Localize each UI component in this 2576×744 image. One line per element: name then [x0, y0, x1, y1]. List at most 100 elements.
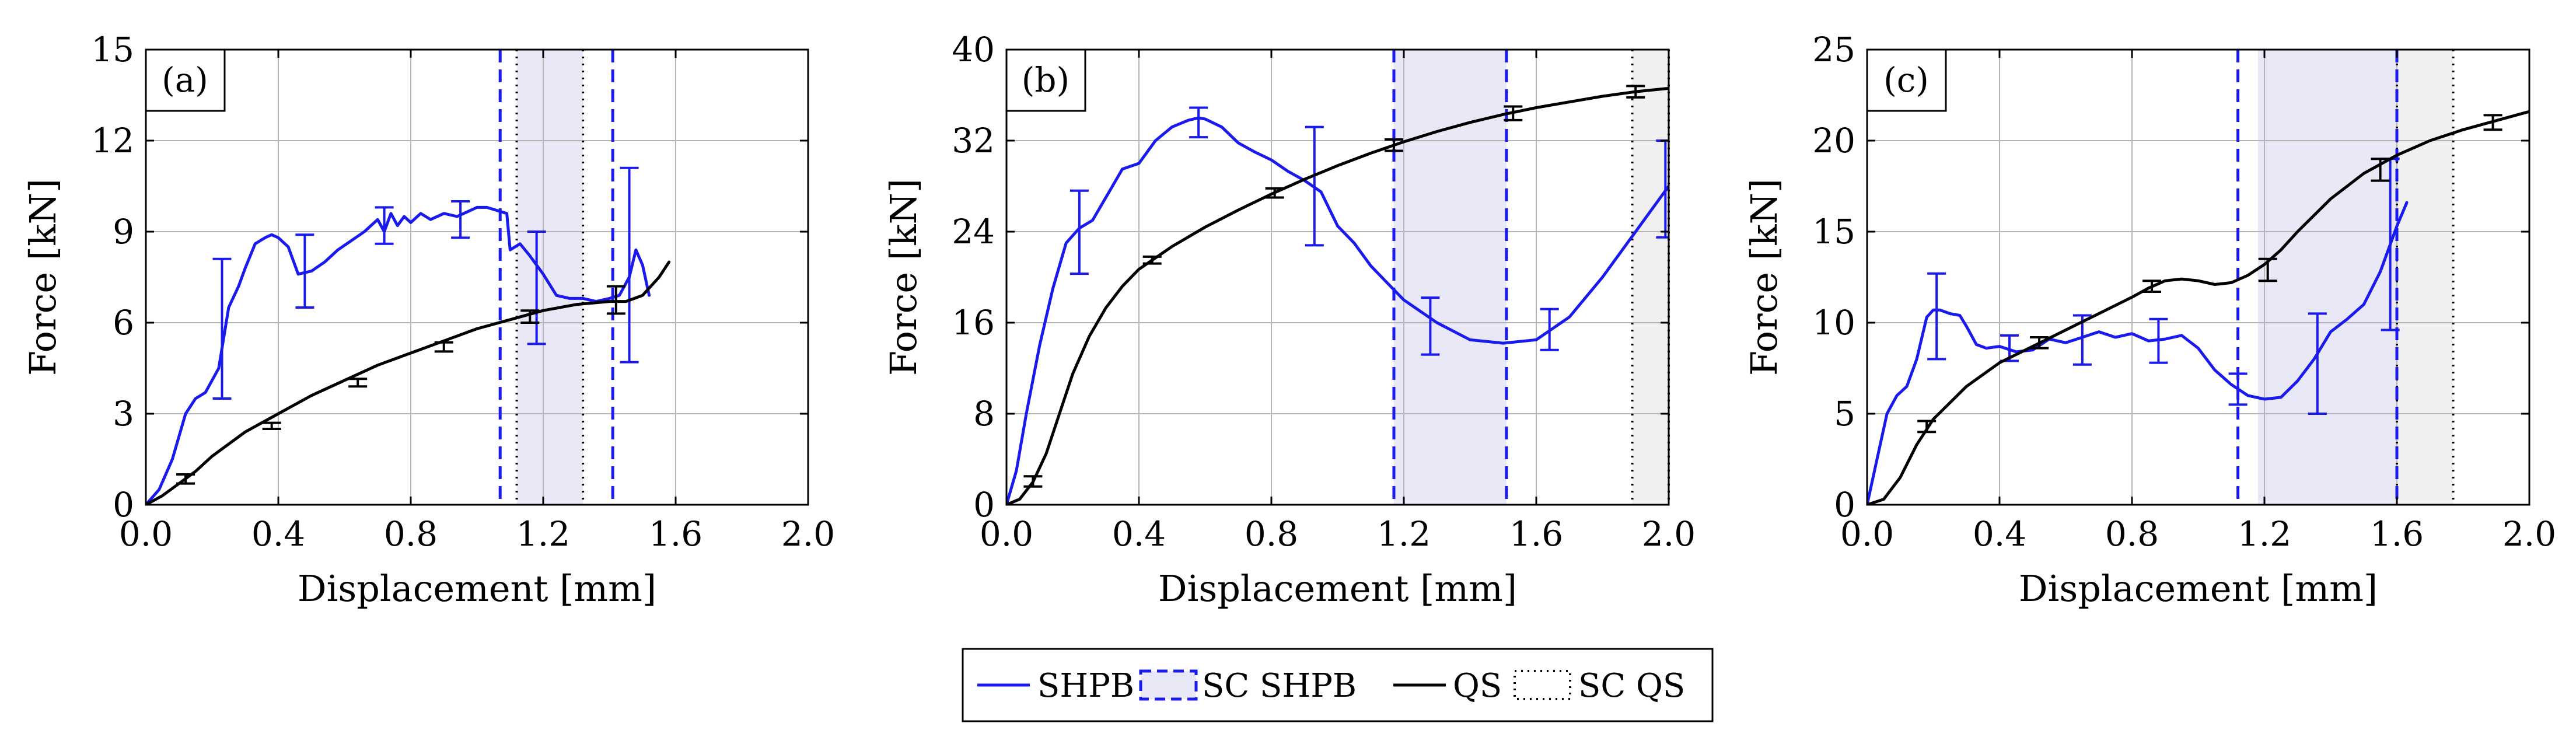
sc-shpb-band	[2257, 50, 2397, 505]
y-tick-label: 3	[113, 394, 134, 434]
y-axis-label: Force [kN]	[22, 179, 64, 376]
error-bar-qs	[2258, 257, 2277, 282]
legend-label-qs: QS	[1453, 667, 1502, 705]
legend-label-sc-qs: SC QS	[1578, 667, 1685, 705]
error-bar-qs	[2142, 280, 2162, 293]
panel-tag-box	[1866, 48, 1947, 112]
y-tick-label: 25	[1812, 30, 1855, 69]
error-bar-shpb	[527, 230, 546, 345]
error-bar-qs	[2371, 158, 2390, 182]
y-tick-label: 15	[1812, 212, 1855, 252]
error-bar-qs	[434, 341, 453, 353]
error-bar-qs	[1265, 187, 1284, 199]
error-bar-shpb	[375, 206, 394, 245]
legend-box	[962, 648, 1714, 722]
error-bar-qs	[262, 421, 281, 430]
x-tick-label: 2.0	[2502, 514, 2556, 554]
sc-shpb-band	[1393, 50, 1507, 505]
error-bar-qs	[520, 309, 540, 324]
x-tick-label: 1.2	[1377, 514, 1431, 554]
series-line-qs	[146, 260, 671, 505]
x-tick-label: 0.0	[980, 514, 1033, 554]
x-axis-label: Displacement [mm]	[298, 567, 656, 610]
series-line-qs	[1006, 86, 1669, 505]
y-tick-label: 9	[113, 212, 134, 252]
axes-frame	[145, 48, 809, 506]
error-bar-shpb	[295, 233, 314, 309]
x-tick-label: 0.0	[1840, 514, 1894, 554]
series-line-shpb	[1867, 201, 2409, 505]
error-bar-shpb	[2149, 317, 2168, 364]
x-tick-label: 1.6	[1509, 514, 1563, 554]
error-bar-shpb	[2308, 312, 2327, 415]
x-tick-label: 0.4	[251, 514, 305, 554]
panel-tag-box	[1005, 48, 1086, 112]
y-axis-label: Force [kN]	[882, 179, 925, 376]
legend: SHPB SC SHPB QS SC QS	[962, 648, 1714, 722]
x-tick-label: 0.8	[2105, 514, 2159, 554]
x-tick-label: 0.4	[1973, 514, 2026, 554]
sc-qs-band	[1632, 50, 1669, 505]
x-tick-label: 1.6	[649, 514, 702, 554]
sc-shpb-band	[516, 50, 583, 505]
y-tick-label: 0	[1834, 485, 1855, 525]
panel-tag: (c)	[1883, 60, 1929, 100]
y-tick-label: 8	[973, 394, 995, 434]
plot-area	[1867, 110, 2529, 505]
error-bar-qs	[1023, 475, 1043, 488]
error-bar-shpb	[1189, 106, 1208, 139]
panel-a: 0.0 0.4 0.8 1.2 1.6 2.0 0 3 6 9 12 15 Displacement […	[22, 30, 835, 610]
error-bar-qs	[2483, 114, 2502, 131]
legend-label-shpb: SHPB	[1037, 667, 1134, 705]
error-bar-shpb	[1305, 125, 1324, 247]
y-tick-label: 6	[113, 303, 134, 343]
legend-label-sc-shpb: SC SHPB	[1202, 667, 1357, 705]
x-tick-label: 0.8	[384, 514, 438, 554]
y-tick-label: 0	[973, 485, 995, 525]
x-tick-label: 2.0	[1642, 514, 1696, 554]
x-tick-label: 0.8	[1245, 514, 1298, 554]
error-bar-qs	[2030, 336, 2049, 350]
x-tick-label: 1.6	[2370, 514, 2424, 554]
error-bar-shpb	[212, 257, 232, 400]
series-line-shpb	[1006, 116, 1669, 505]
y-tick-label: 12	[91, 121, 134, 160]
sc-qs-band	[2397, 50, 2453, 505]
error-bar-shpb	[451, 200, 470, 239]
x-tick-label: 2.0	[781, 514, 835, 554]
y-tick-label: 10	[1812, 303, 1855, 343]
y-tick-label: 5	[1834, 394, 1855, 434]
legend-swatch-sc-qs	[1514, 670, 1571, 700]
plot-area	[146, 166, 671, 505]
error-bar-shpb	[1540, 308, 1559, 351]
plot-area	[1006, 85, 1669, 505]
x-axis-label: Displacement [mm]	[2019, 567, 2378, 610]
x-axis-label: Displacement [mm]	[1158, 567, 1517, 610]
error-bar-qs	[348, 378, 368, 388]
x-tick-label: 0.0	[119, 514, 173, 554]
y-tick-label: 20	[1812, 121, 1855, 160]
y-tick-label: 32	[952, 121, 995, 160]
error-bar-qs	[1384, 138, 1403, 152]
x-tick-label: 0.4	[1112, 514, 1166, 554]
error-bar-qs	[1504, 105, 1523, 121]
x-tick-label: 1.2	[516, 514, 570, 554]
axes-frame	[1866, 48, 2530, 506]
panel-c: 0.0 0.4 0.8 1.2 1.6 2.0 0 5 10 15 20 25 Displacement…	[1743, 30, 2556, 610]
error-bar-qs	[1626, 85, 1645, 99]
error-bar-shpb	[2072, 314, 2092, 366]
panel-tag: (a)	[162, 60, 208, 100]
panel-b: 0.0 0.4 0.8 1.2 1.6 2.0 0 8 16 24 32 40 Displacement…	[882, 30, 1696, 610]
y-tick-label: 40	[952, 30, 995, 69]
series-line-shpb	[146, 205, 651, 505]
y-tick-label: 16	[952, 303, 995, 343]
error-bar-shpb	[620, 166, 639, 364]
y-tick-label: 15	[91, 30, 134, 69]
legend-swatch-sc-shpb	[1139, 669, 1198, 701]
x-tick-label: 1.2	[2238, 514, 2291, 554]
axes-frame	[1005, 48, 1670, 506]
y-axis-label: Force [kN]	[1743, 179, 1785, 376]
error-bar-qs	[1917, 420, 1937, 434]
